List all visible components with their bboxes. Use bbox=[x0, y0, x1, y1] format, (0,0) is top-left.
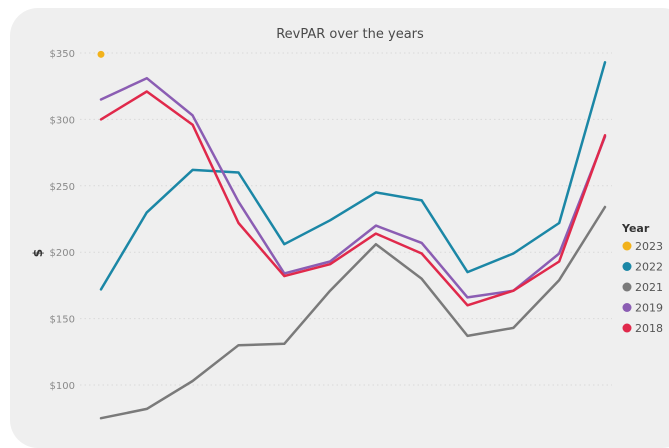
legend-marker-2018 bbox=[622, 323, 632, 333]
legend-marker-2021 bbox=[622, 282, 632, 292]
legend-label-2018: 2018 bbox=[635, 322, 663, 335]
y-tick-label: $250 bbox=[50, 182, 75, 193]
legend-marker-2022 bbox=[622, 262, 632, 271]
chart-title: RevPAR over the years bbox=[276, 27, 424, 42]
legend-marker-2023 bbox=[622, 241, 632, 251]
series-line-2019 bbox=[99, 76, 607, 299]
y-tick-label: $300 bbox=[50, 115, 75, 126]
series-point-2023 bbox=[97, 50, 105, 58]
y-tick-label: $200 bbox=[50, 248, 75, 259]
y-tick-label: $150 bbox=[50, 315, 75, 326]
legend-marker-2019 bbox=[622, 303, 632, 312]
chart-card bbox=[10, 8, 669, 448]
series-lines bbox=[97, 50, 607, 420]
legend: Year 2023 2022 2021 2019 2018 bbox=[621, 222, 663, 335]
y-tick-labels: $100 $150 $200 $250 $300 $350 bbox=[50, 49, 75, 392]
legend-label-2021: 2021 bbox=[635, 281, 663, 294]
legend-label-2023: 2023 bbox=[635, 240, 663, 253]
series-line-2021 bbox=[99, 205, 607, 420]
series-line-2018 bbox=[99, 90, 607, 307]
y-tick-label: $100 bbox=[50, 381, 75, 392]
legend-title: Year bbox=[621, 222, 650, 235]
y-axis-label: $ bbox=[31, 249, 45, 257]
revpar-line-chart: RevPAR over the years $ $100 $150 $200 $250… bbox=[31, 27, 663, 420]
gridlines bbox=[80, 52, 612, 386]
legend-label-2022: 2022 bbox=[635, 261, 663, 274]
legend-label-2019: 2019 bbox=[635, 302, 663, 315]
series-line-2022 bbox=[99, 61, 607, 291]
y-tick-label: $350 bbox=[50, 49, 75, 60]
